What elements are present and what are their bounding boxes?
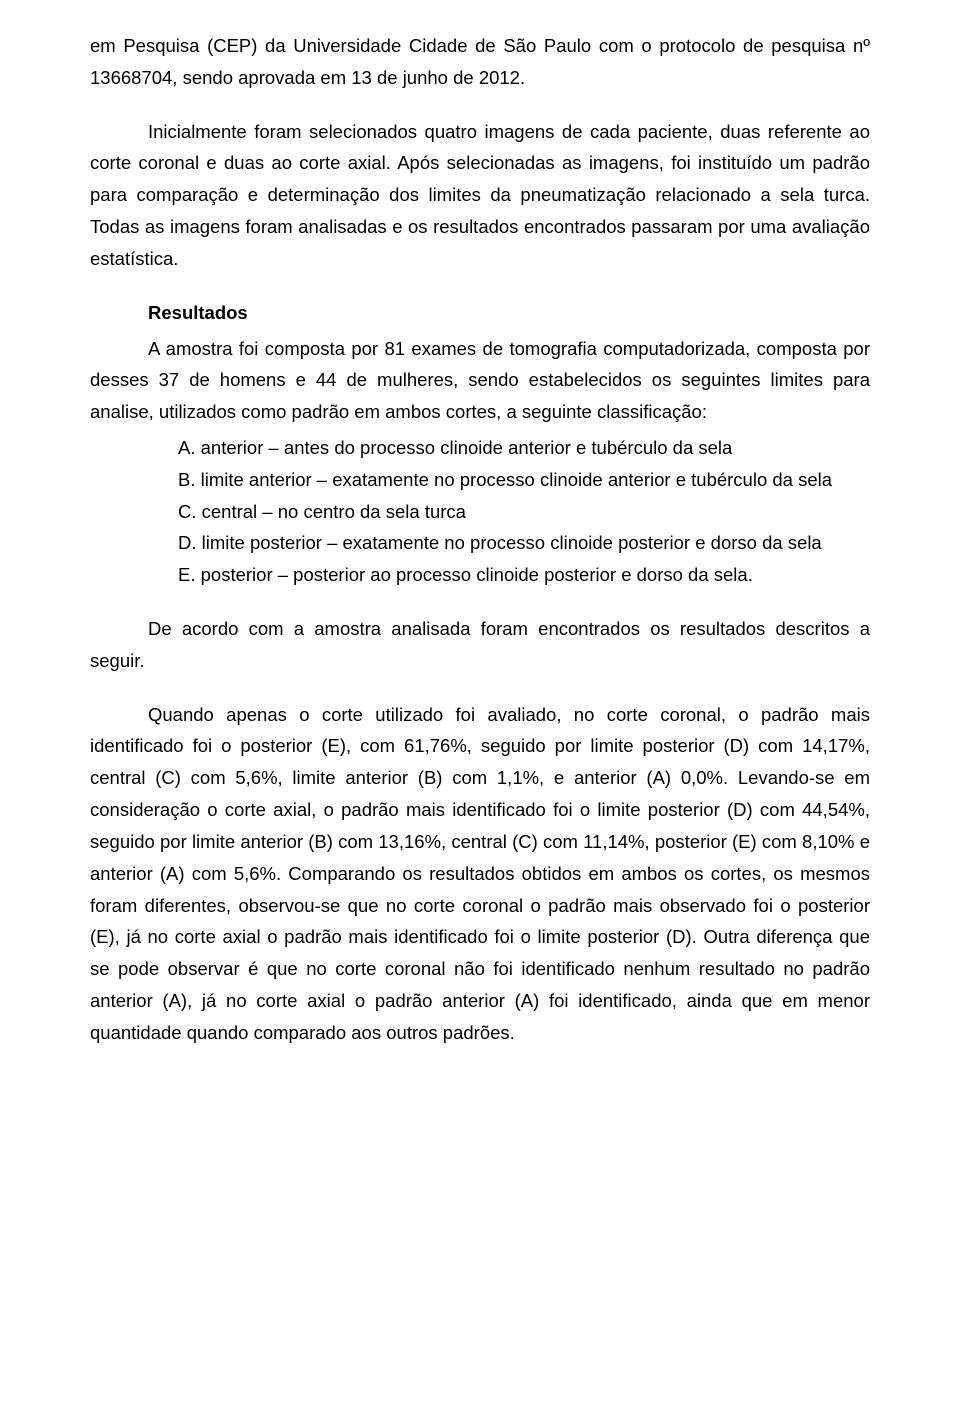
document-page: em Pesquisa (CEP) da Universidade Cidade… [0, 0, 960, 1426]
list-letter-c: C. [178, 501, 197, 522]
list-letter-b: B. [178, 469, 195, 490]
list-text-e: posterior – posterior ao processo clinoi… [195, 564, 752, 585]
paragraph-intro-continuation: em Pesquisa (CEP) da Universidade Cidade… [90, 30, 870, 94]
paragraph-results-intro: De acordo com a amostra analisada foram … [90, 613, 870, 677]
paragraph-sample-description: A amostra foi composta por 81 exames de … [90, 333, 870, 428]
list-letter-a: A. [178, 437, 195, 458]
list-item-a: A. anterior – antes do processo clinoide… [178, 432, 870, 464]
heading-resultados: Resultados [90, 297, 870, 329]
list-item-c: C. central – no centro da sela turca [178, 496, 870, 528]
list-letter-e: E. [178, 564, 195, 585]
list-text-c: central – no centro da sela turca [197, 501, 466, 522]
list-item-d: D. limite posterior – exatamente no proc… [178, 527, 870, 559]
list-item-b: B. limite anterior – exatamente no proce… [178, 464, 870, 496]
list-text-b: limite anterior – exatamente no processo… [195, 469, 832, 490]
list-letter-d: D. [178, 532, 197, 553]
classification-list: A. anterior – antes do processo clinoide… [90, 432, 870, 591]
list-text-d: limite posterior – exatamente no process… [197, 532, 822, 553]
paragraph-methodology: Inicialmente foram selecionados quatro i… [90, 116, 870, 275]
paragraph-results-detail: Quando apenas o corte utilizado foi aval… [90, 699, 870, 1049]
list-text-a: anterior – antes do processo clinoide an… [195, 437, 732, 458]
list-item-e: E. posterior – posterior ao processo cli… [178, 559, 870, 591]
